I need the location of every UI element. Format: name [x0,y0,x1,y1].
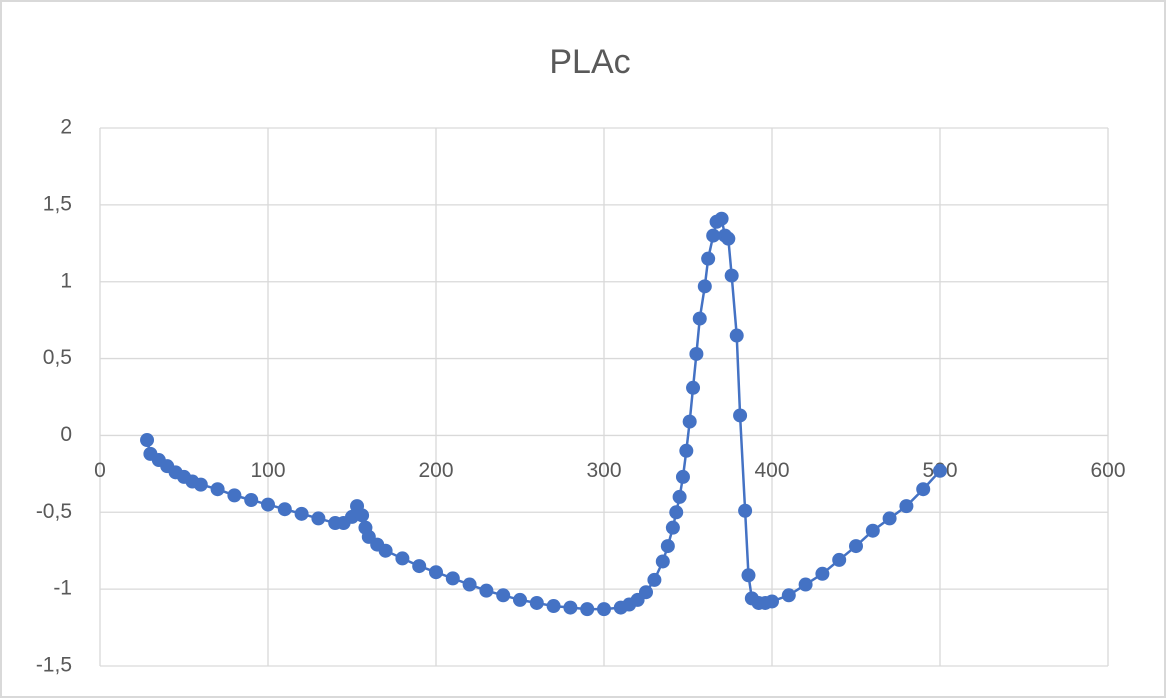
data-point [721,231,736,246]
data-point [692,311,707,326]
y-tick-label: -0,5 [36,500,72,523]
data-point [597,602,611,617]
data-point [849,539,863,554]
data-point [729,328,744,343]
y-tick-label: 1 [60,269,72,292]
data-point [395,551,410,566]
data-point [765,594,779,609]
data-point [140,433,155,448]
data-point [865,523,880,538]
data-point [479,583,494,598]
data-point [669,505,684,520]
data-point [738,503,753,518]
data-point [294,506,309,521]
data-point [639,585,653,600]
data-point [261,497,275,512]
data-point [701,251,716,266]
data-point [672,489,687,504]
y-tick-label: -1,5 [36,654,72,677]
data-point [546,599,561,614]
data-point [462,577,477,592]
y-tick-label: 1,5 [43,192,72,215]
data-point [706,228,721,243]
x-tick-label: 300 [586,459,621,482]
data-point [496,588,511,603]
data-point [665,520,680,535]
y-tick-label: 2 [60,116,72,139]
data-point [675,469,690,484]
x-tick-label: 200 [418,459,453,482]
data-point [916,482,931,497]
x-tick-label: 400 [754,459,789,482]
data-point [781,588,796,603]
data-point [899,499,914,514]
data-point [378,543,393,558]
data-point [227,488,242,503]
data-point [311,511,326,526]
data-point [429,565,443,580]
data-point [244,492,259,507]
data-point [832,552,847,567]
data-point [741,568,756,583]
y-tick-label: 0 [60,423,72,446]
data-point [697,279,712,294]
data-point [210,482,225,497]
x-tick-label: 100 [250,459,285,482]
data-point [193,477,208,492]
data-point [689,346,704,361]
chart-title: PLAc [549,43,630,81]
x-tick-label: 0 [94,459,106,482]
data-point [679,443,694,458]
data-point [412,559,427,574]
data-point [277,502,292,517]
x-tick-label: 600 [1090,459,1125,482]
y-tick-label: 0,5 [43,346,72,369]
data-point [714,211,729,226]
data-point [660,539,675,554]
data-point [563,600,578,615]
data-point [798,577,813,592]
data-point [733,408,748,423]
data-point [724,268,739,283]
data-point [882,511,897,526]
data-point [529,595,544,610]
data-point [682,414,697,429]
data-point [580,602,595,617]
y-tick-label: -1 [53,577,72,600]
data-point [445,571,460,586]
data-point [355,508,370,523]
data-point [655,554,670,569]
data-point [815,566,830,581]
data-point [647,572,662,587]
data-point [686,380,701,395]
data-point [513,592,527,607]
data-point [933,463,947,478]
